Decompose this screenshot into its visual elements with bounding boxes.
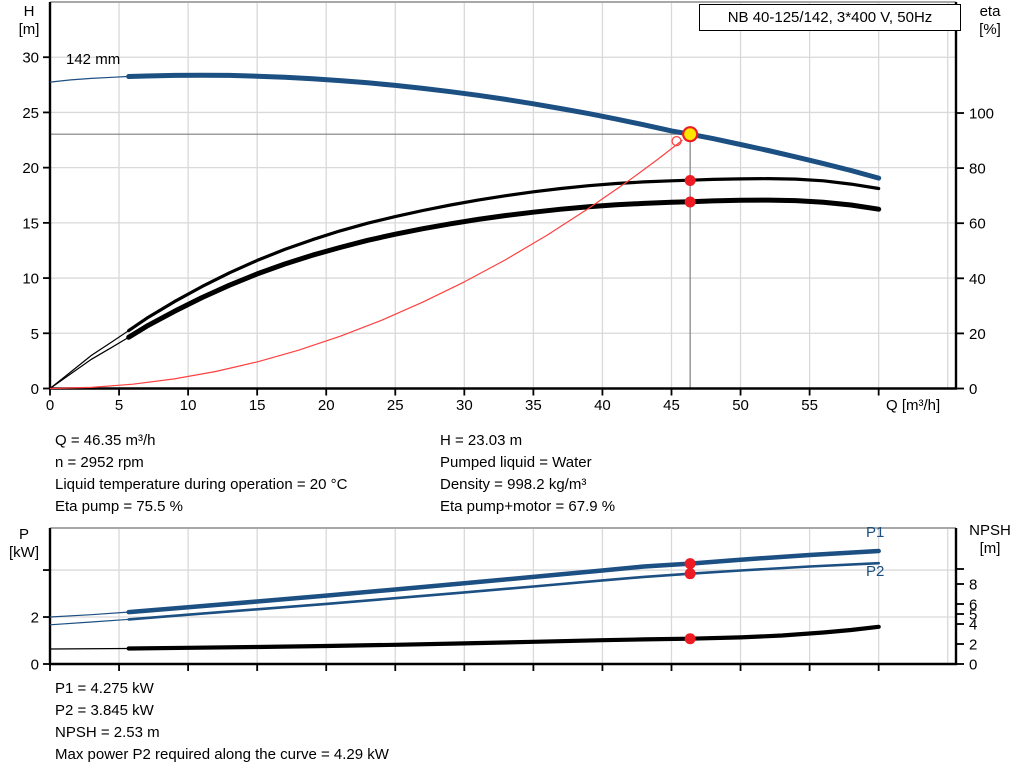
info-line-h: H = 23.03 m <box>440 432 523 449</box>
npsh-curve <box>49 624 881 651</box>
eta-pump-curve <box>49 177 881 389</box>
info-line-n: n = 2952 rpm <box>55 454 144 471</box>
info-line-npsh: NPSH = 2.53 m <box>55 724 160 741</box>
p-axis-label-line2: [kW] <box>9 544 39 561</box>
eta-axis-label-line1: eta <box>979 3 1001 20</box>
p-axis-label-line1: P <box>18 526 29 543</box>
x-tick-label: 30 <box>456 397 473 414</box>
y-left-tick-label: 20 <box>22 160 39 177</box>
y-left-tick-label: 0 <box>31 657 39 674</box>
p2-curve-label: P2 <box>866 563 885 580</box>
h-axis-label-line1: H <box>23 3 35 20</box>
q-axis-label: Q [m³/h] <box>886 397 941 414</box>
p2-curve-main <box>127 561 881 621</box>
y-right-tick-label: 5 <box>969 607 977 624</box>
x-tick-label: 25 <box>387 397 404 414</box>
x-tick-label: 20 <box>318 397 335 414</box>
system-curve <box>49 139 683 390</box>
eta-pump-curve-thin <box>49 330 130 389</box>
info-line-max-power: Max power P2 required along the curve = … <box>55 746 389 763</box>
y-right-tick-label: 60 <box>969 216 986 233</box>
p1-curve-label: P1 <box>866 524 885 541</box>
impeller-diameter-label: 142 mm <box>66 51 121 68</box>
x-tick-label: 55 <box>801 397 818 414</box>
y-right-tick-label: 100 <box>969 106 994 123</box>
info-line-density: Density = 998.2 kg/m³ <box>440 476 587 493</box>
x-tick-label: 10 <box>180 397 197 414</box>
pump-model-title: NB 40-125/142, 3*400 V, 50Hz <box>699 4 961 31</box>
npsh-axis-label-line2: [m] <box>979 540 1001 557</box>
x-tick-label: 0 <box>46 397 54 414</box>
y-left-tick-label: 25 <box>22 105 39 122</box>
eta-pump-motor-curve-main <box>126 197 882 340</box>
y-right-tick-label: 40 <box>969 271 986 288</box>
duty-info-right: H = 23.03 m Pumped liquid = Water Densit… <box>440 430 615 518</box>
p1-curve <box>49 548 881 618</box>
y-right-tick-label: 4 <box>969 617 977 634</box>
h-axis-label: H [m] <box>8 3 50 39</box>
y-right-tick-label: 2 <box>969 637 977 654</box>
y-right-tick-label: 20 <box>969 326 986 343</box>
y-right-tick-label: 6 <box>969 597 977 614</box>
info-line-liquid-temp: Liquid temperature during operation = 20… <box>55 476 348 493</box>
eta-pump-motor-curve <box>49 197 882 389</box>
info-line-eta-pump-motor: Eta pump+motor = 67.9 % <box>440 498 616 515</box>
y-right-tick-label: 0 <box>969 381 977 398</box>
duty-point-marker[interactable] <box>682 126 699 143</box>
eta-pump-curve-main <box>127 177 881 333</box>
power-info-block: P1 = 4.275 kW P2 = 3.845 kW NPSH = 2.53 … <box>55 678 389 766</box>
head-capacity-chart: 0 5 10 15 20 25 30 35 40 45 50 55 0 5 10 15 20 25 30 0 20 40 6… <box>22 1 994 414</box>
y-left-tick-label: 5 <box>31 326 39 343</box>
npsh-curve-main <box>126 624 881 651</box>
duty-value-dot <box>684 175 696 187</box>
eta-axis-label: eta [%] <box>966 3 1014 39</box>
info-line-pumped-liquid: Pumped liquid = Water <box>440 454 592 471</box>
system-curve-end-marker <box>671 135 682 147</box>
p1-curve-thin <box>49 611 129 618</box>
p1-curve-main <box>126 548 881 615</box>
y-right-tick-label: 0 <box>969 657 977 674</box>
pump-curve-main <box>126 72 882 181</box>
npsh-axis-label: NPSH [m] <box>962 522 1018 558</box>
pump-curve-thin <box>49 75 129 83</box>
duty-value-dot <box>684 558 696 570</box>
info-line-p2: P2 = 3.845 kW <box>55 702 154 719</box>
p-axis-label: P [kW] <box>2 526 46 562</box>
x-tick-label: 45 <box>663 397 680 414</box>
duty-value-dot <box>684 568 696 580</box>
x-tick-label: 35 <box>525 397 542 414</box>
info-line-q: Q = 46.35 m³/h <box>55 432 156 449</box>
power-npsh-chart: 0 2 0 2 456 8 <box>31 527 977 674</box>
y-left-tick-label: 10 <box>22 271 39 288</box>
y-right-tick-label: 80 <box>969 161 986 178</box>
info-line-eta-pump: Eta pump = 75.5 % <box>55 498 183 515</box>
duty-value-dot <box>684 196 696 208</box>
npsh-curve-thin <box>49 647 129 650</box>
x-tick-label: 40 <box>594 397 611 414</box>
duty-info-left: Q = 46.35 m³/h n = 2952 rpm Liquid tempe… <box>55 430 347 518</box>
x-tick-label: 50 <box>732 397 749 414</box>
system-curve-main <box>49 139 683 390</box>
y-left-tick-label: 15 <box>22 215 39 232</box>
eta-pump-motor-curve-thin <box>49 336 130 389</box>
y-left-tick-label: 0 <box>31 381 39 398</box>
h-axis-label-line2: [m] <box>18 21 40 38</box>
info-line-p1: P1 = 4.275 kW <box>55 680 154 697</box>
p2-curve-thin <box>49 618 129 626</box>
eta-axis-label-line2: [%] <box>979 21 1001 38</box>
x-tick-label: 5 <box>115 397 123 414</box>
y-left-tick-label: 30 <box>22 50 39 67</box>
y-left-tick-label: 2 <box>31 610 39 627</box>
p2-curve <box>49 561 881 626</box>
x-tick-label: 15 <box>249 397 266 414</box>
npsh-axis-label-line1: NPSH <box>969 522 1011 539</box>
pump-curve <box>49 72 882 181</box>
y-right-tick-label: 8 <box>969 577 977 594</box>
duty-value-dot <box>684 633 696 645</box>
